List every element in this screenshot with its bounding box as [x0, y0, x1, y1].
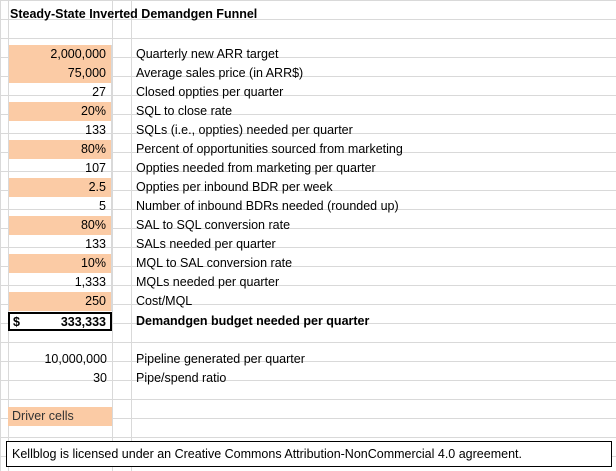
pipe-spend-label[interactable]: Pipe/spend ratio	[136, 371, 227, 385]
driver-value-cell[interactable]: 250	[8, 292, 112, 311]
table-row: 1,333 MQLs needed per quarter	[0, 273, 616, 292]
calculated-value-cell[interactable]: 133	[8, 121, 112, 140]
table-row: 20% SQL to close rate	[0, 102, 616, 121]
table-row: 80% Percent of opportunities sourced from…	[0, 140, 616, 159]
pipe-spend-value[interactable]: 30	[93, 371, 107, 385]
budget-value: 333,333	[60, 315, 106, 329]
table-row: 107 Oppties needed from marketing per qua…	[0, 159, 616, 178]
license-footer: Kellblog is licensed under an Creative C…	[6, 441, 612, 467]
budget-cell[interactable]: $ 333,333	[8, 312, 112, 331]
row-label[interactable]: Number of inbound BDRs needed (rounded u…	[136, 199, 399, 213]
row-label[interactable]: MQLs needed per quarter	[136, 275, 280, 289]
table-row: 133 SQLs (i.e., oppties) needed per quart…	[0, 121, 616, 140]
calculated-value-cell[interactable]: 107	[8, 159, 112, 178]
pipeline-row: 10,000,000 Pipeline generated per quarte…	[0, 350, 616, 369]
pipeline-label[interactable]: Pipeline generated per quarter	[136, 352, 305, 366]
table-row: 2.5 Oppties per inbound BDR per week	[0, 178, 616, 197]
grid-line	[131, 0, 132, 471]
driver-cells-legend[interactable]: Driver cells	[8, 407, 112, 426]
table-row: 27 Closed oppties per quarter	[0, 83, 616, 102]
row-label[interactable]: Percent of opportunities sourced from ma…	[136, 142, 403, 156]
budget-currency: $	[13, 315, 20, 329]
table-row: 2,000,000 Quarterly new ARR target	[0, 45, 616, 64]
driver-value-cell[interactable]: 2.5	[8, 178, 112, 197]
budget-row: Demandgen budget needed per quarter	[0, 312, 616, 331]
row-label[interactable]: Oppties needed from marketing per quarte…	[136, 161, 376, 175]
driver-value-cell[interactable]: 10%	[8, 254, 112, 273]
table-row: 133 SALs needed per quarter	[0, 235, 616, 254]
driver-value-cell[interactable]: 20%	[8, 102, 112, 121]
budget-label[interactable]: Demandgen budget needed per quarter	[136, 314, 370, 328]
row-label[interactable]: SAL to SQL conversion rate	[136, 218, 291, 232]
calculated-value-cell[interactable]: 1,333	[8, 273, 112, 292]
table-row: 10% MQL to SAL conversion rate	[0, 254, 616, 273]
driver-value-cell[interactable]: 80%	[8, 216, 112, 235]
pipeline-value[interactable]: 10,000,000	[44, 352, 107, 366]
driver-value-cell[interactable]: 2,000,000	[8, 45, 112, 64]
calculated-value-cell[interactable]: 133	[8, 235, 112, 254]
row-label[interactable]: Quarterly new ARR target	[136, 47, 279, 61]
row-label[interactable]: Cost/MQL	[136, 294, 193, 308]
driver-value-cell[interactable]: 80%	[8, 140, 112, 159]
row-label[interactable]: SALs needed per quarter	[136, 237, 276, 251]
row-label[interactable]: Average sales price (in ARR$)	[136, 66, 304, 80]
row-label[interactable]: MQL to SAL conversion rate	[136, 256, 293, 270]
pipe-spend-row: 30 Pipe/spend ratio	[0, 369, 616, 388]
sheet-title: Steady-State Inverted Demandgen Funnel	[10, 7, 258, 21]
table-row: 250 Cost/MQL	[0, 292, 616, 311]
driver-value-cell[interactable]: 75,000	[8, 64, 112, 83]
row-label[interactable]: SQL to close rate	[136, 104, 233, 118]
row-label[interactable]: Closed oppties per quarter	[136, 85, 284, 99]
table-row: 75,000 Average sales price (in ARR$)	[0, 64, 616, 83]
calculated-value-cell[interactable]: 27	[8, 83, 112, 102]
row-label[interactable]: SQLs (i.e., oppties) needed per quarter	[136, 123, 353, 137]
row-label[interactable]: Oppties per inbound BDR per week	[136, 180, 333, 194]
calculated-value-cell[interactable]: 5	[8, 197, 112, 216]
grid-line	[112, 0, 113, 471]
table-row: 80% SAL to SQL conversion rate	[0, 216, 616, 235]
table-row: 5 Number of inbound BDRs needed (rounded …	[0, 197, 616, 216]
